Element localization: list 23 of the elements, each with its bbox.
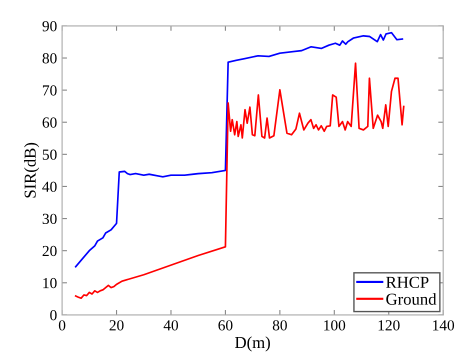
x-tick-label: 0	[58, 320, 66, 330]
x-tick-label: 100	[324, 320, 346, 330]
y-tick-label: 80	[42, 53, 57, 64]
y-tick-label: 70	[42, 85, 57, 96]
y-tick-label: 90	[42, 21, 57, 32]
y-tick-label: 30	[42, 214, 57, 224]
x-tick-label: 20	[110, 320, 124, 330]
legend-label: Ground	[386, 293, 436, 305]
x-tick-label: 80	[272, 320, 287, 330]
line-series	[74, 32, 404, 268]
legend-label: RHCP	[386, 276, 428, 288]
x-tick-label: 60	[218, 320, 232, 330]
x-axis-title: D(m)	[235, 336, 270, 352]
x-tick-label: 120	[378, 320, 400, 330]
y-tick-label: 50	[42, 149, 57, 160]
y-tick-label: 0	[50, 310, 57, 320]
y-tick-label: 20	[42, 246, 57, 256]
y-tick-label: 10	[43, 278, 57, 288]
y-tick-label: 60	[42, 117, 57, 128]
y-tick-label: 40	[42, 182, 57, 192]
x-tick-label: 140	[433, 320, 454, 330]
y-axis-title: SIR(dB)	[24, 142, 40, 198]
x-tick-label: 40	[164, 320, 178, 330]
